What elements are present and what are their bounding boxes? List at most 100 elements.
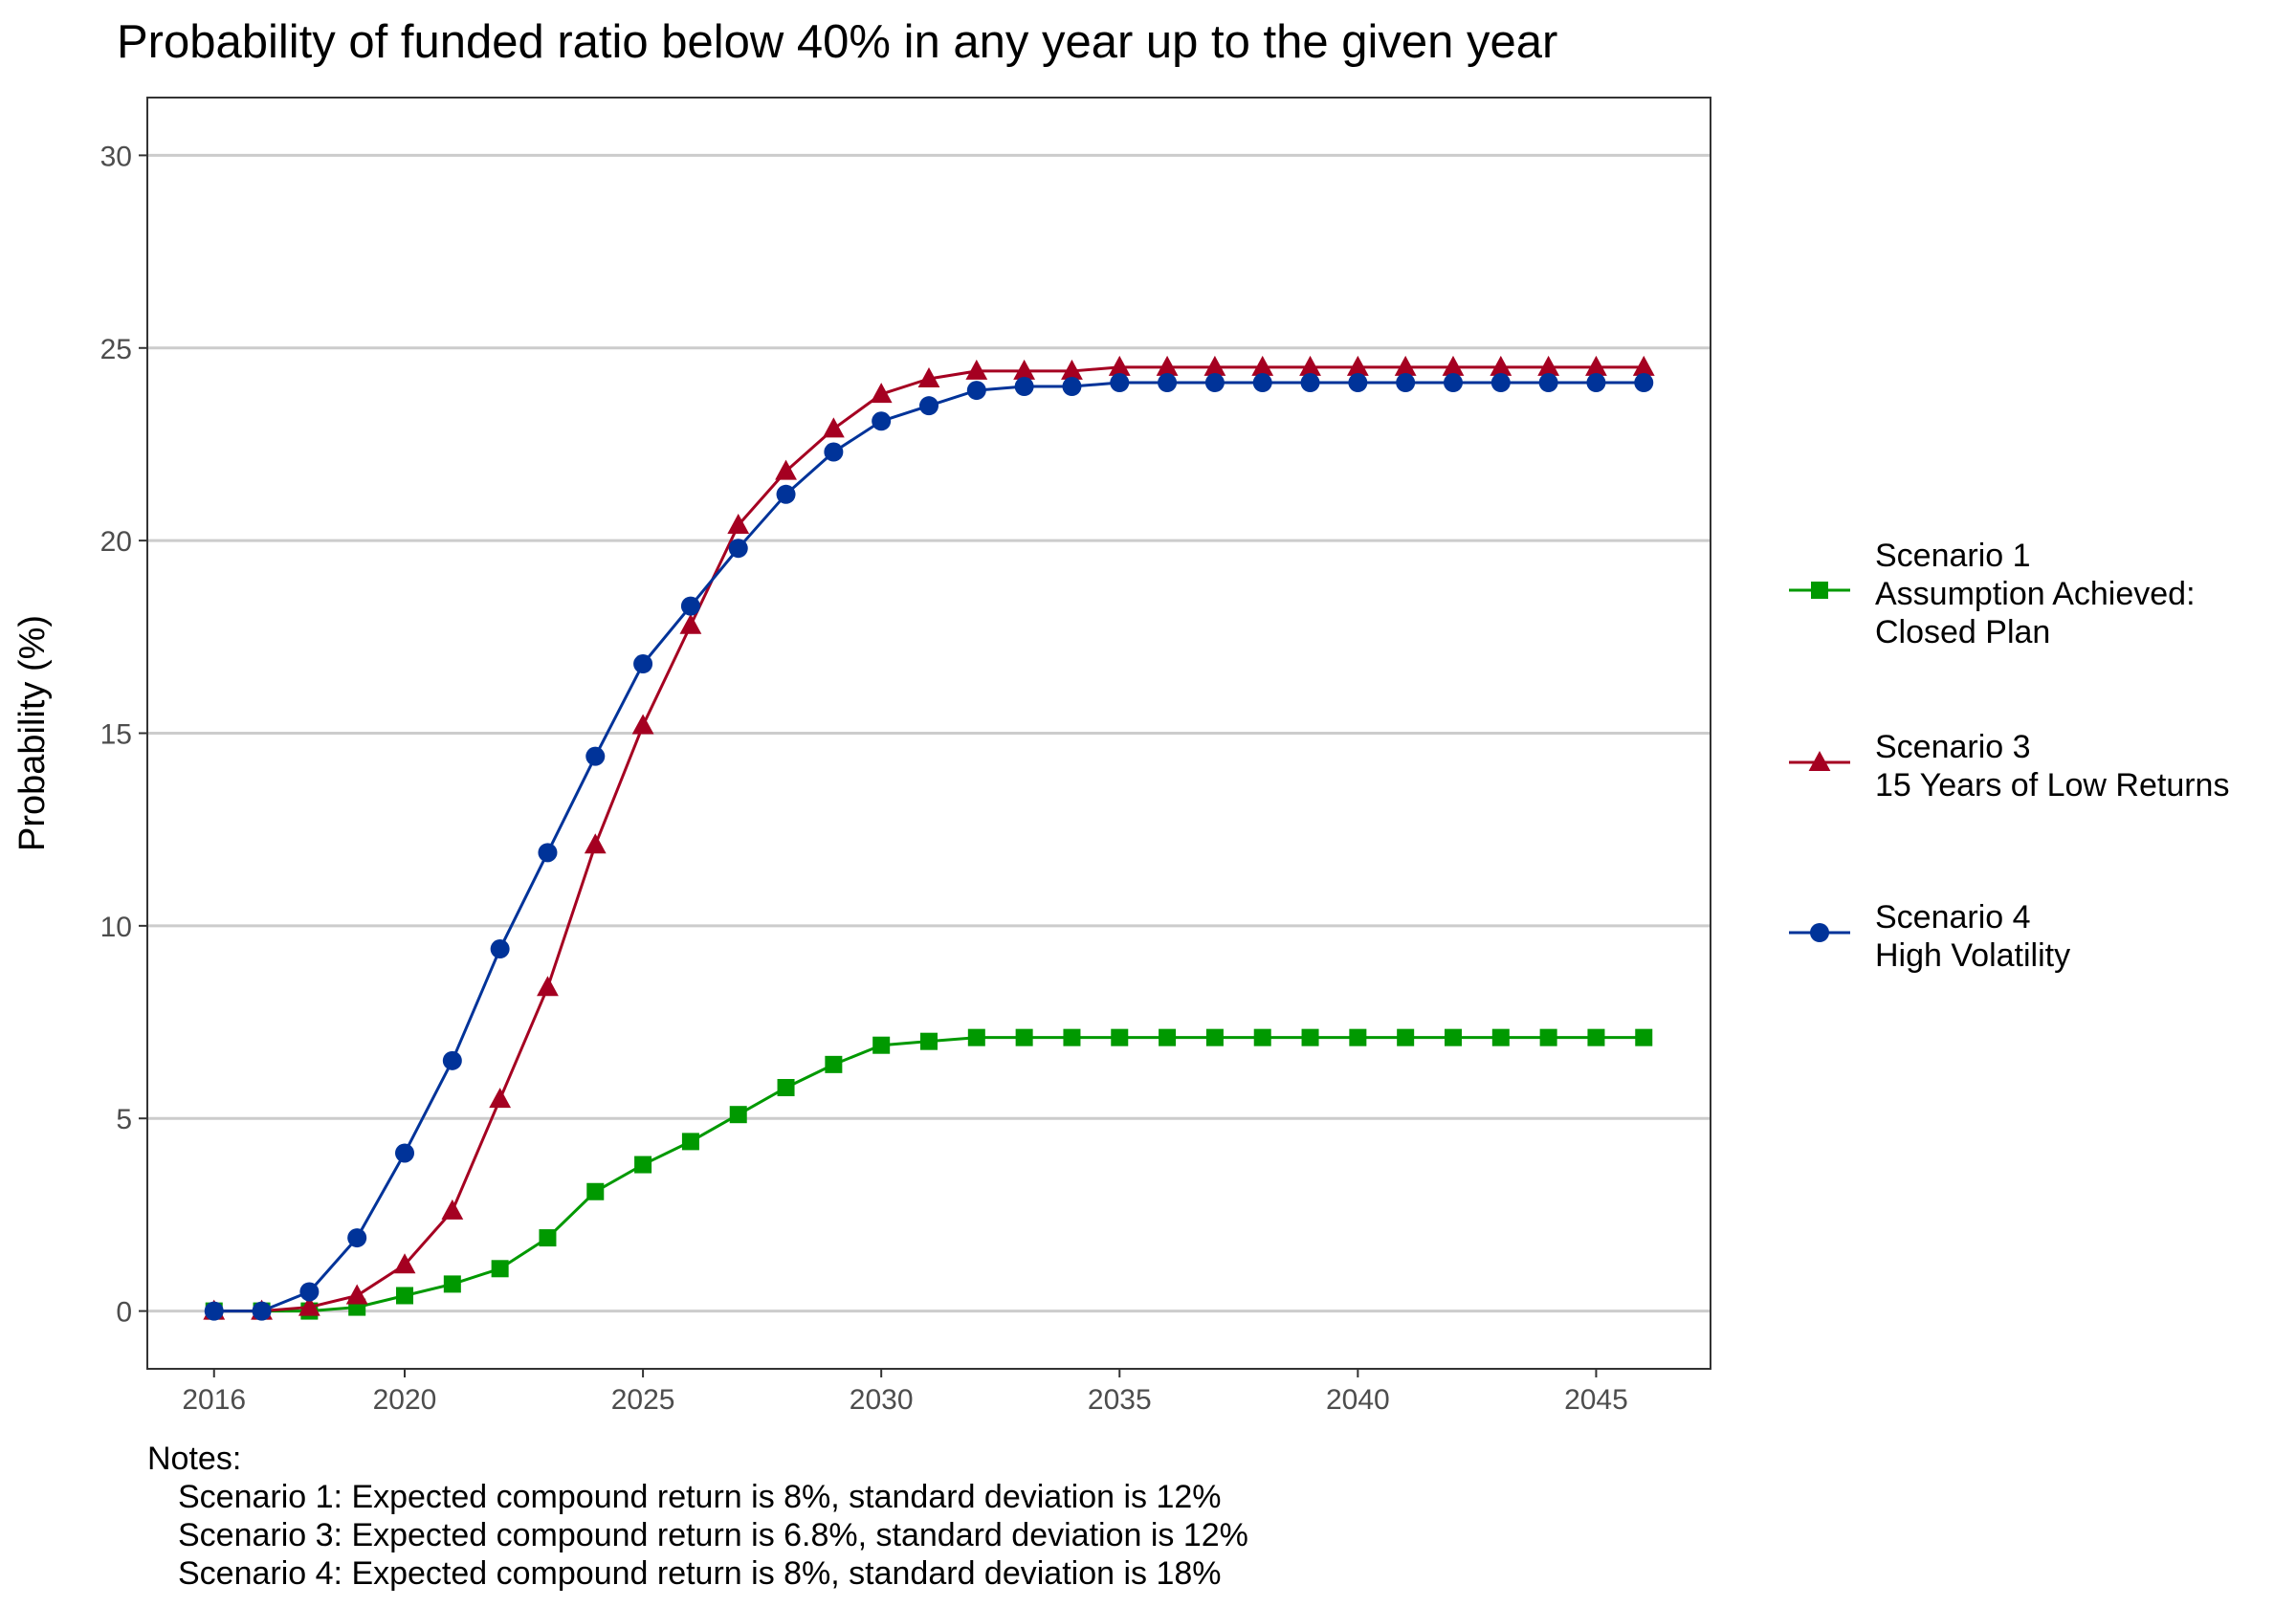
scenario-1-point-2037 xyxy=(1205,1028,1224,1046)
scenario-4-point-2017 xyxy=(252,1301,272,1321)
scenario-1-point-2038 xyxy=(1253,1028,1271,1046)
scenario-4-point-2045 xyxy=(1586,373,1606,393)
scenario-4-point-2022 xyxy=(490,939,510,959)
scenario-4-point-2039 xyxy=(1300,373,1320,393)
scenario-3-point-2038 xyxy=(1251,355,1274,376)
scenario-3-group xyxy=(203,355,1655,1320)
y-tick-label-25: 25 xyxy=(100,334,132,365)
scenario-3-point-2026 xyxy=(679,613,702,634)
scenario-1-point-2020 xyxy=(396,1287,414,1305)
scenario-1-point-2024 xyxy=(586,1182,605,1200)
note-line-1: Scenario 1: Expected compound return is … xyxy=(178,1479,1222,1515)
scenario-4-point-2020 xyxy=(395,1143,415,1163)
scenario-4-point-2021 xyxy=(442,1050,462,1070)
scenario-3-point-2031 xyxy=(917,366,940,387)
scenario-4-point-2038 xyxy=(1252,373,1272,393)
scenario-3-point-2044 xyxy=(1537,355,1560,376)
y-tick-label-0: 0 xyxy=(116,1297,132,1329)
scenario-4-point-2046 xyxy=(1634,373,1654,393)
scenario-4-point-2036 xyxy=(1158,373,1178,393)
scenario-3-point-2042 xyxy=(1442,355,1465,376)
chart-title: Probability of funded ratio below 40% in… xyxy=(117,16,1557,68)
scenario-3-point-2035 xyxy=(1108,355,1131,376)
scenario-4-point-2032 xyxy=(966,381,986,401)
scenario-3-point-2023 xyxy=(537,976,559,997)
scenario-4-point-2025 xyxy=(633,654,653,674)
scenario-1-point-2046 xyxy=(1635,1028,1653,1046)
scenario-4-point-2016 xyxy=(204,1301,224,1321)
scenario-4-group xyxy=(204,373,1654,1321)
scenario-1-point-2040 xyxy=(1349,1028,1367,1046)
scenario-4-point-2026 xyxy=(680,596,700,616)
scenario-3-point-2029 xyxy=(822,417,845,438)
scenario-4-point-2040 xyxy=(1348,373,1368,393)
legend-key-marker-scenario-1 xyxy=(1811,582,1828,599)
legend-key-marker-scenario-3 xyxy=(1808,751,1831,771)
scenario-1-point-2033 xyxy=(1015,1028,1033,1046)
scenario-1-point-2025 xyxy=(634,1156,652,1174)
x-tick-label-2030: 2030 xyxy=(850,1384,914,1416)
scenario-1-point-2044 xyxy=(1539,1028,1557,1046)
scenario-1-point-2029 xyxy=(825,1055,843,1073)
scenario-3-point-2019 xyxy=(345,1284,368,1305)
scenario-4-point-2027 xyxy=(728,539,748,559)
scenario-4-point-2024 xyxy=(585,746,606,766)
scenario-3-point-2037 xyxy=(1203,355,1226,376)
scenario-3-point-2045 xyxy=(1585,355,1607,376)
scenario-3-point-2027 xyxy=(727,514,750,535)
scenario-3-point-2018 xyxy=(298,1295,320,1316)
gridlines xyxy=(147,153,1711,1313)
x-tick-label-2016: 2016 xyxy=(182,1384,246,1416)
scenario-3-point-2020 xyxy=(393,1253,416,1274)
x-tick-label-2020: 2020 xyxy=(373,1384,437,1416)
x-tick-label-2025: 2025 xyxy=(611,1384,675,1416)
scenario-3-point-2043 xyxy=(1490,355,1512,376)
scenario-3-point-2022 xyxy=(489,1088,512,1109)
series-lines xyxy=(203,355,1655,1321)
scenario-4-point-2031 xyxy=(919,396,938,416)
scenario-3-point-2033 xyxy=(1013,359,1036,380)
scenario-1-point-2027 xyxy=(729,1106,747,1124)
scenario-4-point-2033 xyxy=(1014,377,1034,397)
scenario-3-point-2039 xyxy=(1299,355,1321,376)
y-tick-label-5: 5 xyxy=(116,1104,132,1135)
x-tick-label-2040: 2040 xyxy=(1326,1384,1390,1416)
legend-label-scenario-3-line-1: Scenario 3 xyxy=(1875,729,2031,765)
legend-key-marker-scenario-4 xyxy=(1810,923,1829,942)
scenario-1-point-2021 xyxy=(443,1275,461,1293)
y-tick-label-15: 15 xyxy=(100,719,132,751)
scenario-1-point-2023 xyxy=(539,1229,557,1247)
note-line-3: Scenario 4: Expected compound return is … xyxy=(178,1555,1222,1592)
scenario-1-point-2035 xyxy=(1111,1028,1129,1046)
legend-label-scenario-3-line-2: 15 Years of Low Returns xyxy=(1875,767,2229,804)
scenario-4-point-2019 xyxy=(347,1228,367,1248)
legend-label-scenario-4-line-1: Scenario 4 xyxy=(1875,899,2031,936)
legend-item-scenario-3: Scenario 315 Years of Low Returns xyxy=(1789,729,2229,804)
scenario-3-point-2025 xyxy=(631,714,654,735)
scenario-1-group xyxy=(205,1028,1653,1320)
scenario-1-point-2045 xyxy=(1587,1028,1605,1046)
scenario-3-point-2034 xyxy=(1061,359,1083,380)
scenario-1-point-2032 xyxy=(967,1028,985,1046)
scenario-3-point-2030 xyxy=(870,383,893,404)
y-tick-label-10: 10 xyxy=(100,912,132,943)
scenario-1-point-2039 xyxy=(1301,1028,1319,1046)
scenario-1-point-2042 xyxy=(1444,1028,1462,1046)
scenario-3-point-2024 xyxy=(584,833,607,854)
scenario-3-point-2036 xyxy=(1156,355,1179,376)
chart-notes: Notes: Scenario 1: Expected compound ret… xyxy=(147,1441,1248,1592)
y-tick-label-30: 30 xyxy=(100,141,132,172)
scenario-3-line xyxy=(213,365,1645,1313)
scenario-3-point-2041 xyxy=(1394,355,1417,376)
scenario-3-point-2028 xyxy=(775,459,797,480)
scenario-3-point-2021 xyxy=(441,1199,464,1220)
scenario-3-point-2032 xyxy=(965,359,988,380)
y-axis-title: Probability (%) xyxy=(12,615,53,851)
scenario-1-point-2034 xyxy=(1063,1028,1081,1046)
scenario-4-point-2044 xyxy=(1538,373,1558,393)
